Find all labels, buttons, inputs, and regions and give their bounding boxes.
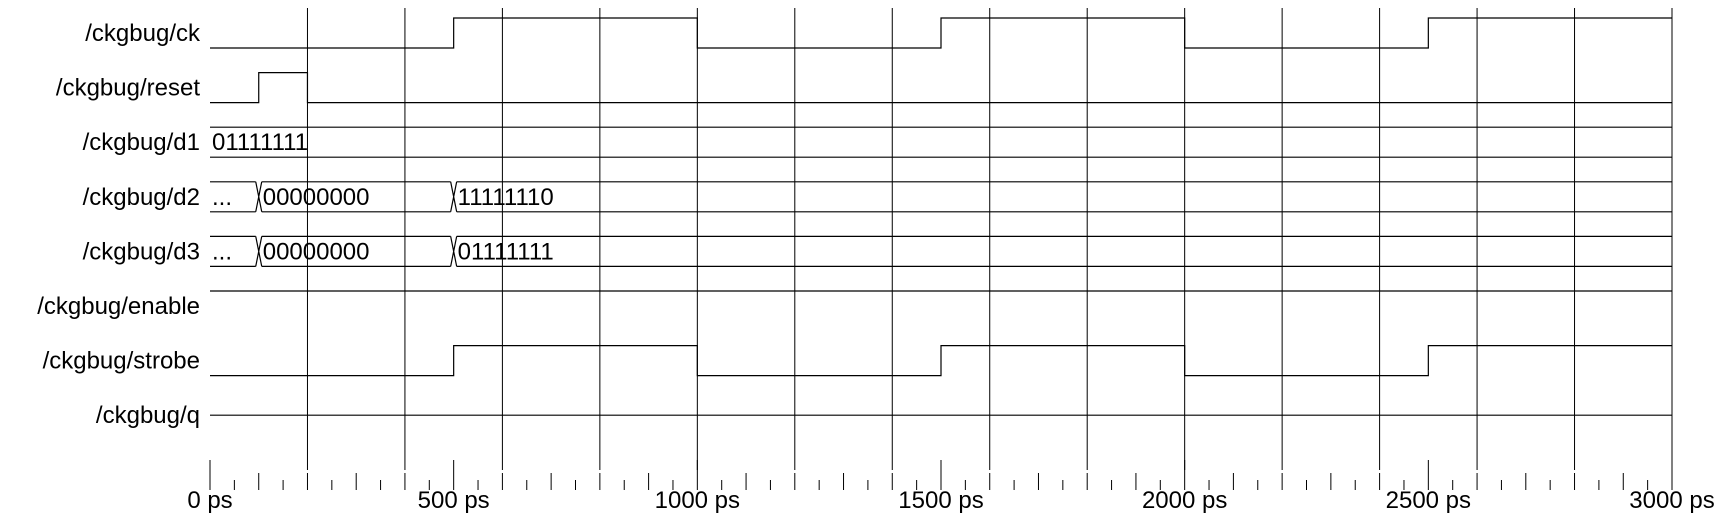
signal-name-column: /ckgbug/ck/ckgbug/reset/ckgbug/d1/ckgbug… <box>37 20 201 429</box>
signal-name: /ckgbug/q <box>96 402 200 429</box>
time-axis: 0 ps 500 ps 1000 ps 1500 ps 2000 ps 2500 ps 30… <box>187 460 1715 514</box>
time-label: 3000 ps <box>1629 487 1714 514</box>
signal-name: /ckgbug/ck <box>85 20 201 47</box>
signal-name: /ckgbug/reset <box>56 75 200 102</box>
bus-value: 01111111 <box>212 129 308 156</box>
bus-value: 01111111 <box>458 238 554 265</box>
signal-trace <box>210 72 1672 104</box>
signal-traces: 01111111... 00000000 11111110... 00000000 01… <box>210 17 1672 416</box>
signal-name: /ckgbug/d2 <box>83 184 200 211</box>
signal-trace: 01111111 <box>210 126 1672 158</box>
signal-name: /ckgbug/d3 <box>83 238 200 265</box>
bus-transition <box>255 236 263 267</box>
bus-value: 00000000 <box>263 184 370 211</box>
bus-transition <box>255 181 263 212</box>
signal-name: /ckgbug/enable <box>37 293 200 320</box>
bus-value: ... <box>212 184 232 211</box>
time-label: 1000 ps <box>655 487 740 514</box>
time-label: 2500 ps <box>1386 487 1471 514</box>
time-label: 0 ps <box>187 487 232 514</box>
bus-value: ... <box>212 238 232 265</box>
signal-trace <box>210 345 1672 377</box>
signal-waveform <box>210 17 1672 49</box>
signal-name: /ckgbug/strobe <box>43 348 200 375</box>
bus-transition <box>450 236 458 267</box>
bus-value: 11111110 <box>458 184 554 211</box>
signal-waveform <box>210 72 1672 104</box>
bus-value: 00000000 <box>263 238 370 265</box>
signal-trace: ... 00000000 11111110 <box>210 181 1672 213</box>
signal-name: /ckgbug/d1 <box>83 129 200 156</box>
time-label: 500 ps <box>418 487 490 514</box>
time-grid <box>306 8 1673 470</box>
signal-waveform <box>210 345 1672 377</box>
signal-trace <box>210 17 1672 49</box>
time-label: 2000 ps <box>1142 487 1227 514</box>
bus-transition <box>450 181 458 212</box>
signal-trace: ... 00000000 01111111 <box>210 235 1672 267</box>
time-label: 1500 ps <box>898 487 983 514</box>
